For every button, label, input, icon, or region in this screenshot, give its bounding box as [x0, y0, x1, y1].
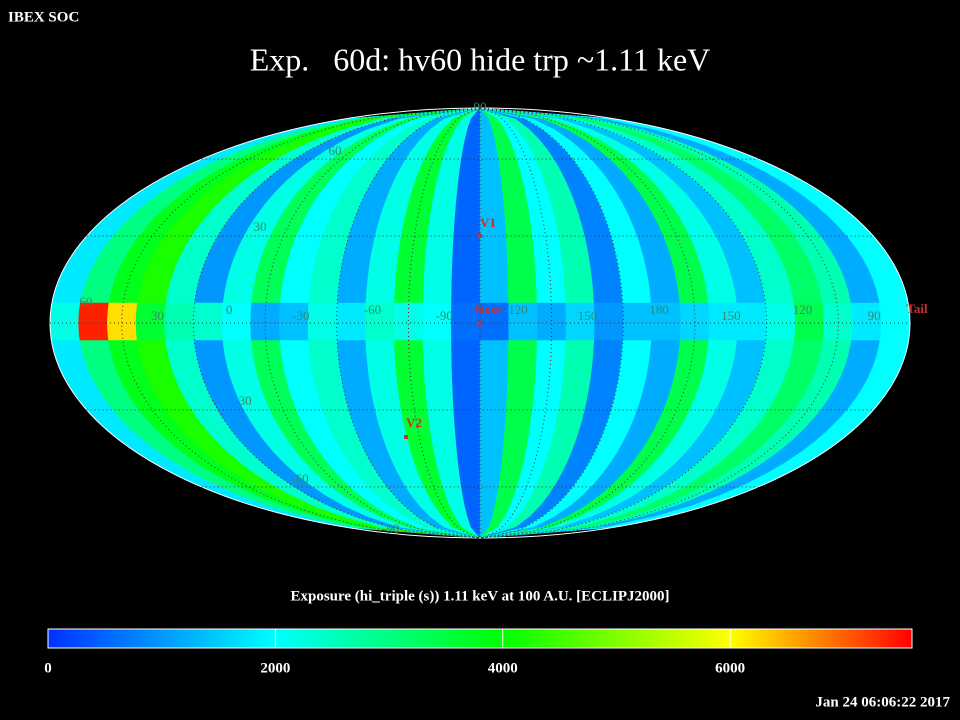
lon-label: 120: [793, 302, 813, 317]
equator-cell: [164, 302, 195, 341]
marker-dot: [404, 435, 408, 439]
equator-cell: [593, 302, 624, 341]
equator-cell: [307, 302, 338, 341]
equator-cell: [336, 302, 367, 341]
equator-cell: [736, 302, 767, 341]
meridian: [479, 107, 839, 539]
lat-label: -60: [291, 471, 308, 486]
meridian: [121, 107, 481, 539]
lon-label: -90: [435, 308, 452, 323]
map: [50, 108, 910, 538]
lat-label: -30: [234, 393, 251, 408]
lat-label: 60: [329, 143, 342, 158]
marker-label: V1: [480, 215, 496, 230]
lon-label: 60: [79, 294, 92, 309]
marker-label: V2: [406, 415, 422, 430]
lon-label: 180: [649, 302, 669, 317]
app-name: IBEX SOC: [8, 9, 79, 25]
lat-label: 90: [474, 99, 487, 114]
colorbar-tick-label: 4000: [488, 660, 518, 676]
lon-label: -30: [292, 308, 309, 323]
lat-label: -90: [382, 521, 399, 536]
title: Exp. 60d: hv60 hide trp ~1.11 keV: [250, 41, 711, 77]
overlay: 60 30 0 -30 -60 -90 -120 150 180 150 120 90 90 60 30 -3…: [49, 99, 928, 539]
lon-label: 150: [578, 308, 598, 323]
lat-label: 30: [254, 219, 267, 234]
colorbar-ticks: 0 2000 4000 6000: [44, 629, 745, 676]
lon-label: 30: [151, 308, 164, 323]
meridian: [264, 107, 481, 539]
colorbar-tick-label: 0: [44, 660, 52, 676]
equator-cell: [765, 302, 796, 341]
colorbar-tick-label: 6000: [715, 660, 745, 676]
marker-dot: [478, 321, 482, 325]
lon-label: 150: [721, 308, 741, 323]
colorbar-tick-label: 2000: [260, 660, 290, 676]
colorbar: [47, 628, 913, 649]
lon-label: -60: [364, 302, 381, 317]
marker-label: Nose: [475, 302, 502, 317]
equator-cell: [622, 302, 653, 341]
timestamp: Jan 24 06:06:22 2017: [815, 694, 950, 710]
equator-cell: [193, 302, 224, 341]
lon-label: 90: [868, 308, 881, 323]
meridian: [479, 107, 696, 539]
colorbar-label: Exposure (hi_triple (s)) 1.11 keV at 100…: [290, 588, 669, 604]
marker-label: Tail: [906, 301, 928, 316]
equator-cell: [50, 302, 81, 341]
marker-dot: [478, 234, 482, 238]
lon-label: 0: [226, 302, 233, 317]
lon-label: -120: [504, 302, 528, 317]
